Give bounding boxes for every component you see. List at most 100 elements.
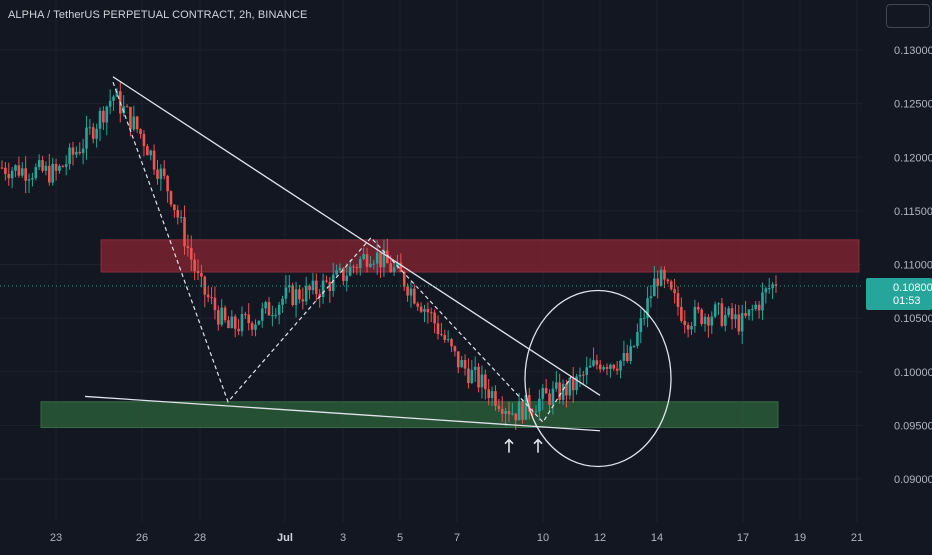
time-axis-label: 19 <box>794 532 806 544</box>
candle-body-up <box>284 287 288 299</box>
candle-body-down <box>477 366 480 388</box>
candle-body-up <box>561 383 565 400</box>
candle-body-down <box>720 303 724 326</box>
candle-body-down <box>402 272 406 287</box>
candle-body-up <box>734 314 737 320</box>
candle-body-up <box>321 280 325 298</box>
candle-body-down <box>433 312 436 324</box>
candle-body-up <box>713 304 717 317</box>
trendline <box>84 395 601 432</box>
candle-body-down <box>7 173 11 179</box>
candle-body-up <box>375 252 379 264</box>
candle-body-up <box>51 163 54 183</box>
candle-body-down <box>571 377 575 391</box>
candle-body-up <box>717 303 720 305</box>
candle-body-down <box>139 129 142 135</box>
last-price-value: 0.10800 <box>893 282 932 294</box>
candle-body-up <box>551 388 555 405</box>
candle-body-down <box>737 314 741 332</box>
candle-body-down <box>426 308 430 313</box>
price-axis-label: 0.13000 <box>894 45 932 57</box>
candle-body-down <box>315 280 318 294</box>
candle-body-down <box>71 147 75 155</box>
top-right-button[interactable] <box>886 4 930 28</box>
candle-body-up <box>335 270 338 275</box>
time-axis-label: 17 <box>737 532 749 544</box>
candle-body-down <box>744 313 747 316</box>
candle-body-up <box>642 317 646 319</box>
candle-body-down <box>186 246 190 248</box>
candle-body-down <box>135 116 139 130</box>
candle-body-down <box>291 285 294 306</box>
candle-body-down <box>156 169 159 179</box>
time-axis-label: 26 <box>136 532 148 544</box>
candle-body-up <box>179 217 183 219</box>
price-axis-label: 0.11000 <box>894 260 932 272</box>
candle-body-down <box>707 316 710 326</box>
candle-body-up <box>331 274 335 291</box>
candle-body-up <box>338 267 342 271</box>
candle-body-down <box>17 165 21 176</box>
candle-body-up <box>240 314 244 332</box>
candle-body-down <box>308 285 311 291</box>
candle-body-up <box>281 298 284 305</box>
candle-body-down <box>450 339 453 347</box>
candle-body-up <box>75 151 78 155</box>
candle-body-up <box>473 366 477 370</box>
candle-body-up <box>274 314 278 316</box>
candle-body-up <box>727 308 730 316</box>
candle-body-down <box>521 401 524 420</box>
time-axis-label: 7 <box>454 532 460 544</box>
support-zone <box>40 401 779 429</box>
candle-body-up <box>764 288 768 293</box>
candle-body-down <box>730 308 734 320</box>
candle-body-down <box>467 368 470 383</box>
price-axis-label: 0.09000 <box>894 474 932 486</box>
candle-body-down <box>355 267 359 269</box>
candle-body-down <box>48 165 51 183</box>
time-axis-label: 21 <box>851 532 863 544</box>
candle-body-down <box>413 288 416 304</box>
candle-body-down <box>663 269 666 280</box>
candle-body-down <box>183 217 186 247</box>
candle-body-up <box>524 395 528 420</box>
highlight-ellipse <box>524 289 672 468</box>
time-axis-label: 12 <box>594 532 606 544</box>
candle-body-down <box>494 391 497 406</box>
candle-body-up <box>44 165 48 171</box>
candle-body-down <box>406 286 409 296</box>
candle-body-up <box>632 345 636 347</box>
candle-body-up <box>754 304 758 310</box>
candle-body-up <box>659 269 663 286</box>
candle-body-down <box>78 151 82 154</box>
candle-body-up <box>304 285 308 302</box>
candle-body-up <box>446 339 450 341</box>
candle-body-down <box>436 323 440 335</box>
price-axis-label: 0.10500 <box>894 313 932 325</box>
candle-body-down <box>4 167 7 174</box>
trendline <box>112 76 601 396</box>
candle-body-down <box>582 374 585 376</box>
candle-body-down <box>196 271 200 273</box>
candle-body-up <box>751 309 754 311</box>
time-axis-label: 28 <box>194 532 206 544</box>
candle-body-down <box>696 306 700 310</box>
candle-body-down <box>416 303 420 307</box>
time-axis-label: 5 <box>397 532 403 544</box>
candle-body-down <box>237 328 240 332</box>
candle-body-up <box>108 100 112 107</box>
candle-body-down <box>166 175 169 192</box>
candle-body-up <box>649 296 653 299</box>
price-axis-label: 0.12000 <box>894 152 932 164</box>
candle-body-up <box>345 275 349 281</box>
candle-body-up <box>578 374 582 377</box>
candle-body-up <box>629 346 632 361</box>
candle-body-down <box>342 267 345 281</box>
candle-body-down <box>189 247 193 260</box>
candle-body-up <box>372 263 376 265</box>
candle-body-up <box>423 308 426 312</box>
candle-body-up <box>58 165 61 171</box>
candle-body-up <box>602 367 605 370</box>
